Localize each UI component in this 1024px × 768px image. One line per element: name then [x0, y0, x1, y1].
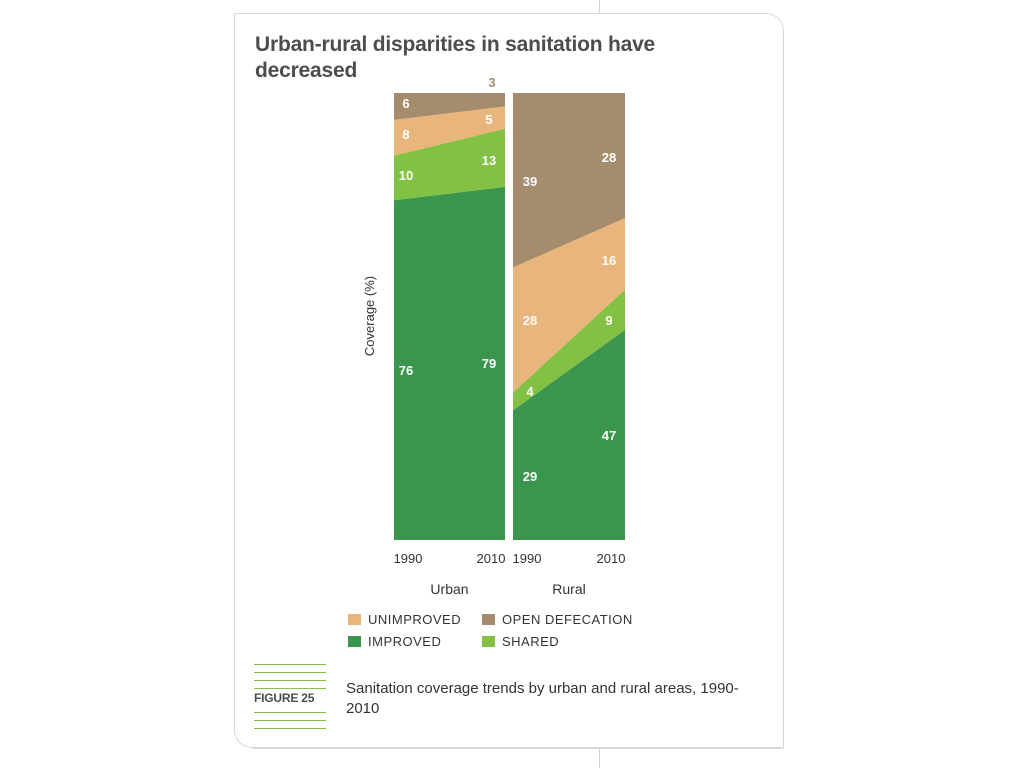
data-label-urban-shared-1990: 10	[399, 168, 413, 183]
data-label-rural-improved-1990: 29	[523, 469, 537, 484]
data-label-urban-unimproved-1990: 8	[402, 127, 409, 142]
area-urban-unimproved	[394, 106, 505, 156]
legend-label-open-defecation: OPEN DEFECATION	[502, 612, 633, 627]
data-label-rural-open-defecation-2010: 28	[602, 150, 616, 165]
legend-swatch-open-defecation	[482, 614, 495, 625]
panel-label-urban: Urban	[430, 581, 468, 597]
legend-item-shared: SHARED	[482, 634, 559, 650]
y-axis-label: Coverage (%)	[362, 276, 377, 356]
figure-caption: Sanitation coverage trends by urban and …	[346, 680, 739, 717]
legend-label-unimproved: UNIMPROVED	[368, 612, 462, 627]
area-urban-open-defecation	[394, 93, 505, 120]
data-label-rural-unimproved-2010: 16	[602, 253, 616, 268]
chart-title: Urban-rural disparities in sanitation ha…	[255, 33, 656, 82]
area-rural-shared	[513, 289, 625, 411]
area-rural-improved	[513, 329, 625, 540]
legend-swatch-improved	[348, 636, 361, 647]
area-urban-shared	[394, 128, 505, 201]
legend-item-unimproved: UNIMPROVED	[348, 612, 461, 628]
data-label-urban-shared-2010: 13	[482, 153, 496, 168]
area-rural-unimproved	[513, 218, 625, 393]
data-label-urban-open-defecation-1990: 6	[402, 96, 409, 111]
x-tick-label-urban-1990: 1990	[394, 551, 423, 566]
data-label-urban-unimproved-2010: 5	[485, 112, 492, 127]
figure-card-right-border	[783, 50, 784, 748]
data-label-rural-shared-2010: 9	[605, 313, 612, 328]
legend-item-improved: IMPROVED	[348, 634, 441, 650]
area-urban-improved	[394, 186, 505, 540]
area-rural-open-defecation	[513, 93, 625, 268]
data-label-rural-improved-2010: 47	[602, 428, 616, 443]
figure-card-top-border	[234, 13, 784, 53]
data-label-urban-open-defecation-2010: 3	[488, 75, 495, 90]
x-tick-label-urban-2010: 2010	[477, 551, 506, 566]
data-label-rural-shared-1990: 4	[526, 384, 534, 399]
legend-label-improved: IMPROVED	[368, 634, 442, 649]
figure-card	[234, 13, 782, 748]
legend-item-open-defecation: OPEN DEFECATION	[482, 612, 633, 628]
data-label-urban-improved-2010: 79	[482, 356, 496, 371]
legend-swatch-unimproved	[348, 614, 361, 625]
x-tick-label-rural-2010: 2010	[597, 551, 626, 566]
legend-label-shared: SHARED	[502, 634, 560, 649]
data-label-urban-improved-1990: 76	[399, 363, 413, 378]
x-tick-label-rural-1990: 1990	[513, 551, 542, 566]
page-guide-line-bottom	[599, 748, 600, 768]
figure-card-bottom-border	[252, 748, 784, 749]
legend-swatch-shared	[482, 636, 495, 647]
page-guide-line-top	[599, 0, 600, 14]
data-label-rural-open-defecation-1990: 39	[523, 174, 537, 189]
figure-label: FIGURE 25	[254, 690, 328, 706]
panel-label-rural: Rural	[552, 581, 585, 597]
data-label-rural-unimproved-1990: 28	[523, 313, 537, 328]
